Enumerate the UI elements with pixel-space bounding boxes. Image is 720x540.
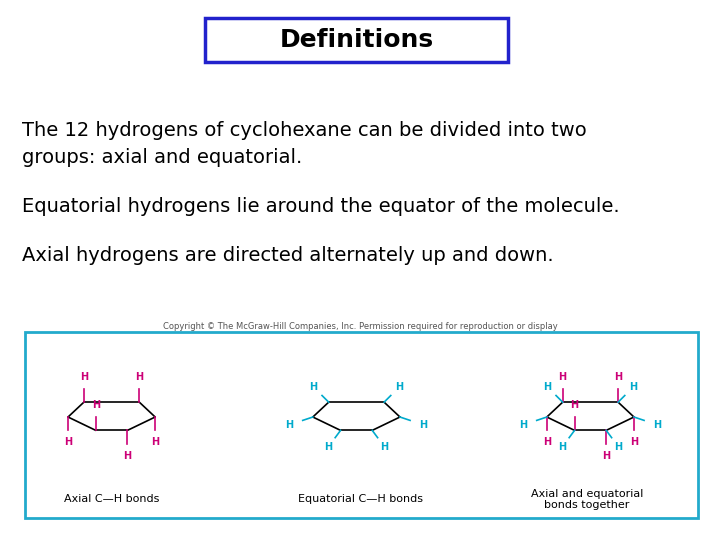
Text: H: H xyxy=(559,372,567,382)
Text: H: H xyxy=(135,372,143,382)
Text: H: H xyxy=(123,450,132,461)
Text: H: H xyxy=(324,442,332,452)
FancyBboxPatch shape xyxy=(205,18,508,62)
Text: The 12 hydrogens of cyclohexane can be divided into two
groups: axial and equato: The 12 hydrogens of cyclohexane can be d… xyxy=(22,122,586,167)
Text: H: H xyxy=(151,437,159,447)
Text: Equatorial hydrogens lie around the equator of the molecule.: Equatorial hydrogens lie around the equa… xyxy=(22,197,619,216)
Text: H: H xyxy=(615,442,623,452)
Text: H: H xyxy=(395,382,403,392)
Text: H: H xyxy=(570,400,579,410)
Text: H: H xyxy=(520,420,528,430)
Text: H: H xyxy=(614,372,622,382)
Text: H: H xyxy=(630,437,638,447)
Text: Axial C—H bonds: Axial C—H bonds xyxy=(64,495,159,504)
Text: H: H xyxy=(286,420,294,430)
Text: H: H xyxy=(602,450,611,461)
Text: Definitions: Definitions xyxy=(279,28,433,52)
Text: H: H xyxy=(381,442,389,452)
Text: H: H xyxy=(64,437,72,447)
Text: H: H xyxy=(558,442,566,452)
Text: H: H xyxy=(419,420,427,430)
Text: H: H xyxy=(543,437,551,447)
Text: Axial and equatorial
bonds together: Axial and equatorial bonds together xyxy=(531,489,643,510)
Text: Axial hydrogens are directed alternately up and down.: Axial hydrogens are directed alternately… xyxy=(22,246,553,265)
Text: H: H xyxy=(629,382,637,392)
Text: H: H xyxy=(653,420,661,430)
Text: Equatorial C—H bonds: Equatorial C—H bonds xyxy=(297,495,423,504)
Text: Copyright © The McGraw-Hill Companies, Inc. Permission required for reproduction: Copyright © The McGraw-Hill Companies, I… xyxy=(163,322,557,331)
Text: H: H xyxy=(80,372,88,382)
Text: H: H xyxy=(91,400,100,410)
Text: H: H xyxy=(310,382,318,392)
Text: H: H xyxy=(544,382,552,392)
FancyBboxPatch shape xyxy=(25,332,698,518)
